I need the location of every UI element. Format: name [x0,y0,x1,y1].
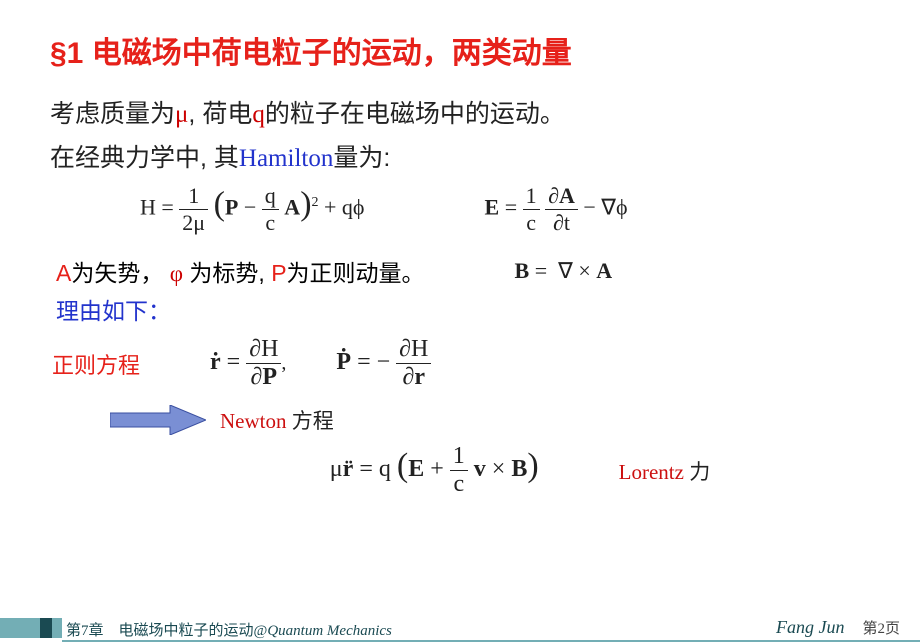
text: 为正则动量。 [287,260,425,286]
A-symbol: A [56,260,71,286]
equation-row-1: H = 12μ (P − qc A)2 + qϕ E = 1c ∂A∂t − ∇… [50,183,870,236]
canonical-equations-row: 正则方程 ṙ = ∂H∂P, Ṗ = − ∂H∂r [50,336,870,391]
text: 在经典力学中, 其 [50,144,239,172]
chapter-label: 第7章 电磁场中粒子的运动 [62,619,254,640]
lorentz-equation: μr̈ = q (E + 1c v × B) [330,443,539,498]
text: 量为: [333,144,390,172]
intro-line-1: 考虑质量为μ, 荷电q的粒子在电磁场中的运动。 [50,96,870,134]
newton-label: Newton 方程 [220,405,334,435]
text: 力 [684,460,710,484]
P-symbol: P [271,260,286,286]
footer-right: Fang Jun 第2页 [776,617,900,638]
text: 方程 [287,409,334,433]
hamilton-word: Hamilton [239,145,333,172]
potentials-note-row: A为矢势， φ 为标势, P为正则动量。 B = ∇ × A [50,254,870,288]
phi-symbol: φ [170,261,183,286]
text: @ [254,623,268,640]
footer-accent-1 [0,618,40,638]
text: , 荷电 [188,100,252,128]
footer: 第7章 电磁场中粒子的运动 @ Quantum Mechanics Fang J… [0,614,920,642]
canonical-eq-p: Ṗ = − ∂H∂r [336,336,431,391]
potentials-note: A为矢势， φ 为标势, P为正则动量。 [56,254,425,288]
section-title: §1 电磁场中荷电粒子的运动，两类动量 [50,28,870,72]
text: 为矢势， [71,260,169,286]
e-field-equation: E = 1c ∂A∂t − ∇ϕ [485,183,628,236]
canonical-label: 正则方程 [52,348,140,380]
reason-label: 理由如下： [56,292,870,326]
lorentz-row: μr̈ = q (E + 1c v × B) Lorentz 力 [50,443,870,498]
canonical-eq-r: ṙ = ∂H∂P, [210,336,286,391]
arrow-icon [110,405,206,435]
footer-accent-2 [40,618,52,638]
newton-word: Newton [220,409,287,433]
mu-symbol: μ [175,101,188,128]
lorentz-word: Lorentz [619,460,684,484]
hamiltonian-equation: H = 12μ (P − qc A)2 + qϕ [140,183,365,236]
text: 为标势, [183,260,271,286]
text: 考虑质量为 [50,100,175,128]
page-number: 第2页 [862,617,900,638]
text: 的粒子在电磁场中的运动。 [265,100,565,128]
intro-line-2: 在经典力学中, 其Hamilton量为: [50,140,870,178]
footer-accent-3 [52,618,62,638]
author-name: Fang Jun [776,617,844,638]
b-field-equation: B = ∇ × A [515,258,613,284]
q-symbol: q [252,101,265,128]
lorentz-label: Lorentz 力 [619,456,711,486]
newton-row: Newton 方程 [110,405,870,435]
course-name: Quantum Mechanics [267,623,392,640]
